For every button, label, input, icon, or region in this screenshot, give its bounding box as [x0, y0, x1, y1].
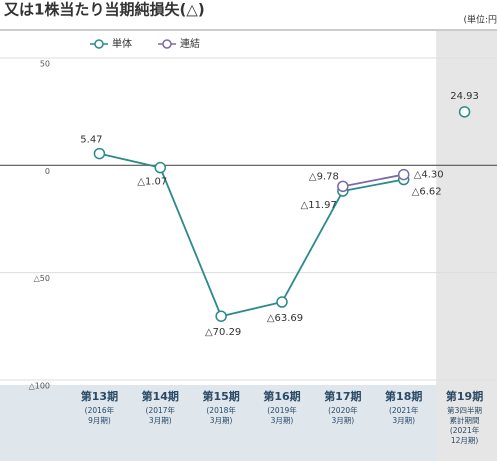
x-tick-sublabel: 3月期) [332, 416, 355, 425]
data-label: △11.97 [301, 200, 337, 211]
line-segment [342, 173, 404, 188]
x-tick-sublabel: 9月期) [88, 416, 111, 425]
x-tick-sublabel: (2018年 [206, 405, 236, 415]
x-tick-sublabel: (2021年 [389, 405, 419, 415]
legend-label: 単体 [112, 37, 132, 50]
x-tick-sublabel: (2020年 [328, 405, 358, 415]
legend-label: 連結 [180, 37, 200, 50]
data-label: 5.47 [80, 135, 102, 146]
category-panel [0, 385, 497, 461]
y-tick-label: △100 [29, 382, 50, 391]
y-tick-label: 0 [45, 167, 50, 176]
line-segment [99, 152, 161, 169]
legend-marker [162, 39, 172, 49]
data-label: △6.62 [412, 187, 442, 198]
point [215, 310, 227, 322]
x-tick-label: 第15期 [202, 389, 239, 403]
data-label: △63.69 [267, 313, 303, 324]
x-tick-label: 第16期 [263, 389, 300, 403]
x-tick-label: 第17期 [324, 389, 361, 403]
x-tick-sublabel: 3月期) [210, 416, 233, 425]
x-tick-sublabel: 第3四半期 [447, 405, 482, 415]
line-segment [220, 301, 283, 318]
x-tick-sublabel: (2021年 [450, 425, 480, 435]
y-tick-label: 50 [40, 60, 50, 69]
x-tick-label: 第13期 [81, 389, 118, 403]
line-segment [342, 178, 404, 192]
data-label: △1.07 [137, 177, 167, 188]
point [458, 106, 471, 118]
x-tick-sublabel: 3月期) [392, 416, 415, 425]
data-label: △70.29 [205, 327, 241, 338]
line-segment [159, 167, 222, 317]
point [337, 180, 349, 193]
shaded-column [436, 31, 497, 461]
data-label: △9.78 [309, 171, 339, 182]
x-tick-sublabel: 3月期) [271, 416, 294, 425]
x-tick-label: 第19期 [446, 389, 483, 403]
legend-marker [94, 39, 104, 49]
point [154, 161, 167, 174]
data-label: △4.30 [414, 170, 444, 181]
x-tick-sublabel: 3月期) [149, 416, 172, 425]
chart-title: 又は1株当たり当期純損失(△) [4, 1, 205, 19]
x-tick-sublabel: (2017年 [146, 405, 176, 415]
y-tick-label: △50 [34, 274, 50, 283]
x-tick-sublabel: 累計期間 [450, 415, 480, 425]
x-tick-sublabel: (2019年 [267, 405, 297, 415]
x-tick-sublabel: (2016年 [85, 405, 115, 415]
x-tick-label: 第14期 [142, 389, 179, 403]
x-tick-sublabel: 12月期) [451, 436, 479, 445]
point [397, 168, 410, 181]
point [93, 147, 106, 160]
x-tick-label: 第18期 [385, 389, 422, 403]
point [276, 296, 288, 308]
unit-label: (単位:円 [463, 14, 497, 26]
line-segment [281, 190, 344, 303]
data-label: 24.93 [450, 91, 479, 102]
